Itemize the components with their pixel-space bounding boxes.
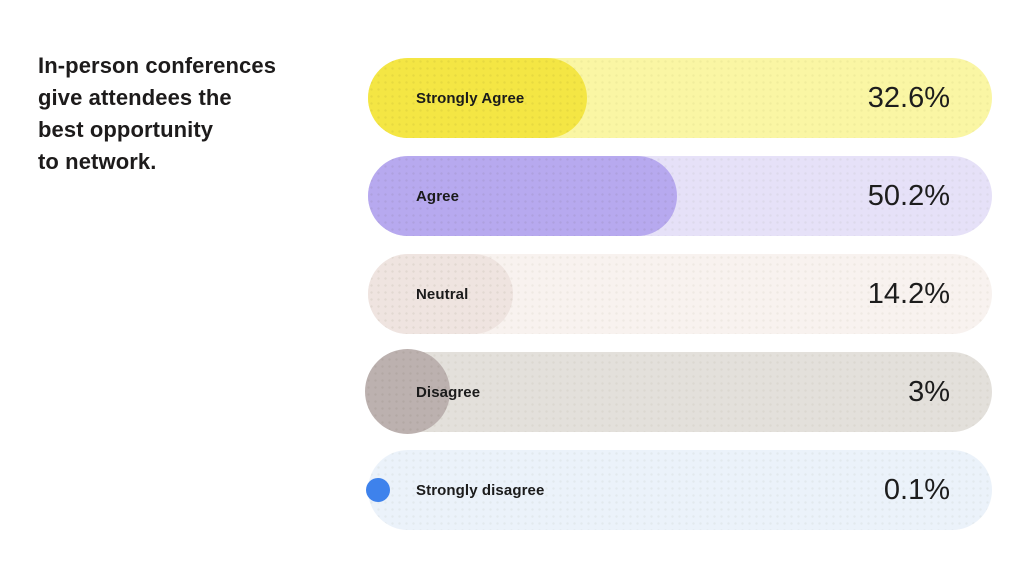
bar-fill-strongly-disagree	[366, 478, 390, 502]
bar-label: Disagree	[416, 383, 481, 401]
bar-fill-strongly-agree	[368, 58, 587, 138]
chart-title: In-person conferences give attendees the…	[38, 53, 277, 174]
bar-row-strongly-agree: Strongly Agree 32.6%	[368, 58, 992, 138]
bar-fill-agree	[368, 156, 677, 236]
bar-value: 32.6%	[867, 81, 950, 114]
bar-value: 14.2%	[867, 277, 950, 310]
bar-fill-disagree	[365, 349, 450, 434]
bar-value: 50.2%	[867, 179, 950, 212]
bar-value: 0.1%	[883, 473, 950, 506]
bar-fill-neutral	[368, 254, 513, 334]
bar-row-agree: Agree 50.2%	[368, 156, 992, 236]
bar-row-disagree: Disagree 3%	[365, 349, 992, 434]
bar-label: Agree	[416, 187, 460, 205]
bar-label: Neutral	[416, 285, 469, 303]
bar-chart: Strongly Agree 32.6% Agree 50.2% Neutral…	[365, 58, 992, 548]
bar-row-strongly-disagree: Strongly disagree 0.1%	[366, 450, 992, 530]
bar-value: 3%	[908, 375, 950, 408]
bar-label: Strongly disagree	[416, 481, 545, 499]
bar-row-neutral: Neutral 14.2%	[368, 254, 992, 334]
bar-label: Strongly Agree	[416, 89, 525, 107]
